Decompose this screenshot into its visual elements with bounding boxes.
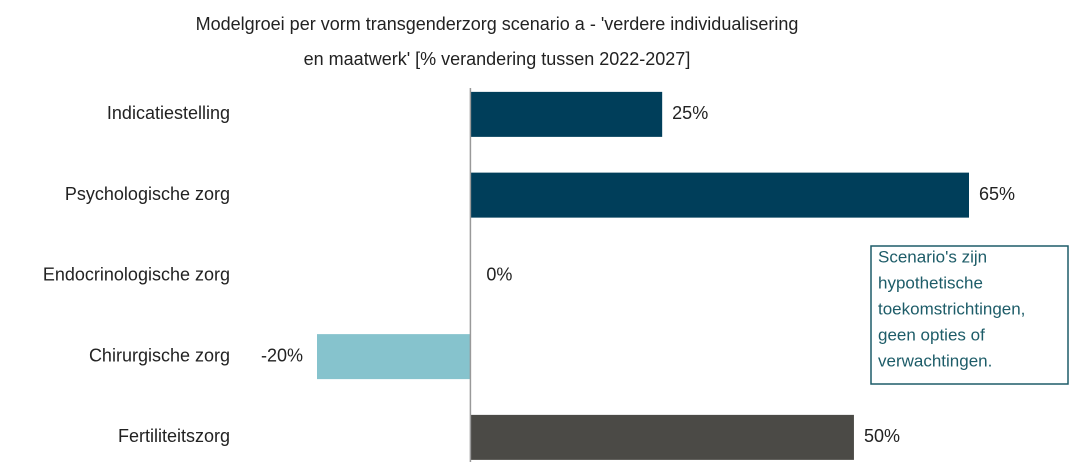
annotation-text: geen opties of bbox=[878, 325, 985, 344]
y-tick-label: Endocrinologische zorg bbox=[43, 265, 230, 285]
annotation-text: toekomstrichtingen, bbox=[878, 299, 1025, 318]
bar bbox=[470, 414, 854, 460]
value-label: -20% bbox=[261, 345, 303, 365]
y-tick-label: Fertiliteitszorg bbox=[118, 426, 230, 446]
bar bbox=[317, 334, 471, 380]
annotation-text: hypothetische bbox=[878, 273, 983, 292]
value-label: 25% bbox=[672, 103, 708, 123]
y-tick-label: Chirurgische zorg bbox=[89, 345, 230, 365]
annotation-text: Scenario's zijn bbox=[878, 247, 987, 266]
chart-title: Modelgroei per vorm transgenderzorg scen… bbox=[196, 14, 799, 34]
chart-title: en maatwerk' [% verandering tussen 2022-… bbox=[304, 49, 691, 69]
value-label: 0% bbox=[486, 265, 512, 285]
value-label: 65% bbox=[979, 184, 1015, 204]
annotation-text: verwachtingen. bbox=[878, 351, 992, 370]
annotation: Scenario's zijn hypothetische toekomstrich… bbox=[870, 245, 1069, 385]
annotation-box bbox=[870, 245, 1069, 385]
value-label: 50% bbox=[864, 426, 900, 446]
bar bbox=[470, 91, 663, 137]
y-tick-label: Indicatiestelling bbox=[107, 103, 230, 123]
y-tick-label: Psychologische zorg bbox=[65, 184, 230, 204]
bar bbox=[470, 172, 969, 218]
